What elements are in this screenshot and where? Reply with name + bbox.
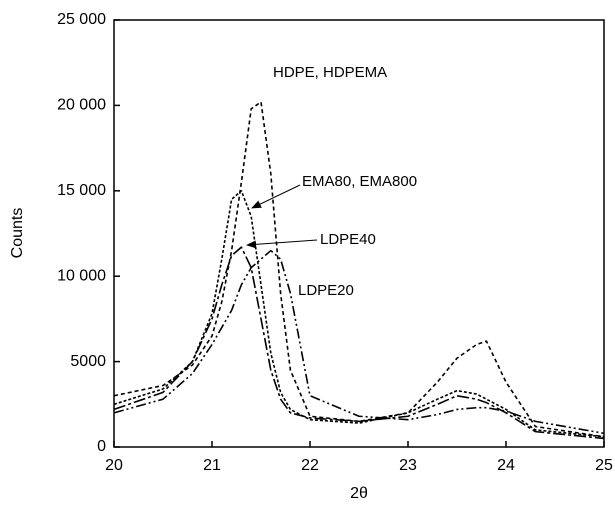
y-tick-label: 0 xyxy=(97,438,106,455)
y-tick-label: 20 000 xyxy=(57,97,106,114)
x-tick-label: 21 xyxy=(203,457,221,474)
annotation: HDPE, HDPEMA xyxy=(273,64,387,81)
x-tick-label: 25 xyxy=(595,457,613,474)
y-axis-title: Counts xyxy=(9,208,26,259)
plot-frame xyxy=(113,19,605,448)
x-tick-label: 20 xyxy=(105,457,123,474)
x-tick-label: 22 xyxy=(301,457,319,474)
annotation: EMA80, EMA800 xyxy=(302,173,417,190)
annotation: LDPE20 xyxy=(298,282,354,299)
data-line xyxy=(113,249,605,435)
x-axis-title: 2θ xyxy=(350,485,368,502)
y-tick-label: 10 000 xyxy=(57,267,106,284)
y-tick-label: 15 000 xyxy=(57,182,106,199)
annotation-arrow xyxy=(246,239,318,249)
x-tick-label: 24 xyxy=(497,457,515,474)
data-line xyxy=(113,246,605,440)
y-tick-label: 5000 xyxy=(70,353,106,370)
x-tick-label: 23 xyxy=(399,457,417,474)
data-line xyxy=(113,190,605,438)
data-line xyxy=(113,101,605,438)
y-tick-label: 25 000 xyxy=(57,11,106,28)
annotation: LDPE40 xyxy=(320,231,376,248)
annotation-arrow xyxy=(251,184,301,209)
